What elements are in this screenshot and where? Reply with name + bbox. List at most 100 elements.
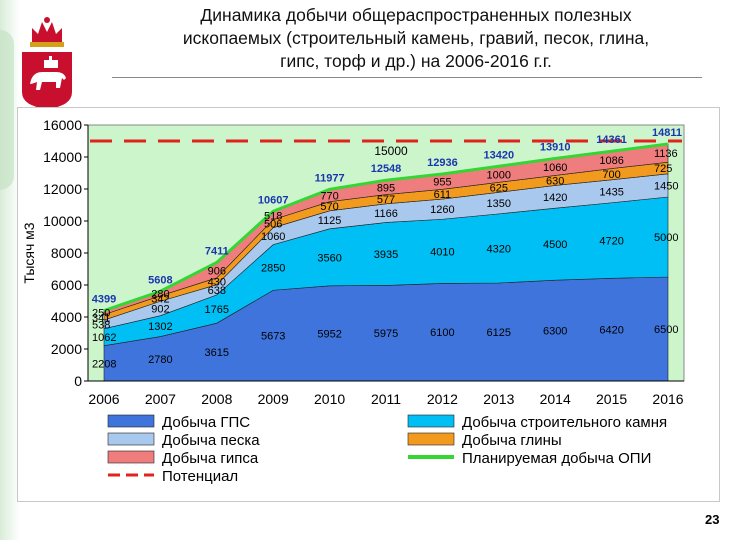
data-label-sand: 1420 [543,192,567,204]
y-tick-label: 2000 [51,341,82,357]
y-tick-label: 0 [74,373,82,389]
data-label-clay: 577 [377,194,395,206]
legend-swatch-gypsum [107,450,155,464]
legend-label-gps: Добыча ГПС [162,414,250,431]
total-label: 13910 [540,141,571,153]
data-label-gypsum: 1086 [599,155,623,167]
stacked-area-chart: 15000 0 2000 4000 6000 8000 10000 12000 14000 160… [21,117,685,485]
data-label-sand: 1450 [654,180,678,192]
y-tick-label: 12000 [43,181,82,197]
x-tick-label: 2016 [652,391,683,407]
slide-title-line: гипс, торф и др.) на 2006-2016 г.г. [280,51,552,71]
x-tick-label: 2008 [201,391,232,407]
data-label-sand: 638 [208,285,226,297]
y-tick-label: 6000 [51,277,82,293]
data-label-stone: 1765 [205,304,229,316]
data-label-gypsum: 250 [92,308,110,320]
data-label-stone: 1302 [148,321,172,333]
data-label-gps: 5952 [317,328,341,340]
data-label-stone: 4500 [543,239,567,251]
data-label-gps: 3615 [205,347,229,359]
legend-label-clay: Добыча глины [462,432,562,449]
total-label: 14811 [652,127,682,139]
data-label-stone: 4010 [430,246,454,258]
legend-label-potential: Потенциал [162,468,238,485]
slide-title-line: Динамика добычи общераспространенных пол… [200,5,632,25]
total-label: 14361 [596,134,627,146]
data-label-clay: 570 [320,201,338,213]
data-label-gps: 2780 [148,354,172,366]
data-label-clay: 341 [92,312,110,324]
x-tick-label: 2012 [427,391,458,407]
total-label: 4399 [92,294,116,306]
data-label-clay: 506 [264,219,282,231]
data-label-gps: 6100 [430,327,454,339]
data-label-clay: 630 [546,175,564,187]
legend-label-planned: Планируемая добыча ОПИ [462,450,651,467]
data-label-clay: 725 [654,163,672,175]
data-label-sand: 1125 [318,215,342,227]
data-label-gypsum: 518 [264,210,282,222]
page-number: 23 [705,512,720,527]
data-label-gps: 6125 [487,327,511,339]
legend-swatch-clay [407,432,455,446]
data-label-gypsum: 1060 [543,162,567,174]
total-label: 7411 [205,245,229,257]
total-label: 12936 [427,157,458,169]
data-label-stone: 4720 [599,236,623,248]
x-tick-label: 2011 [371,391,401,407]
y-tick-label: 16000 [43,117,82,133]
data-label-clay: 625 [490,182,508,194]
total-label: 5608 [148,274,172,286]
data-label-gps: 6500 [654,324,678,336]
slide-title: Динамика добычи общераспространенных пол… [120,4,712,73]
data-label-clay: 700 [602,169,620,181]
potential-label: 15000 [374,144,408,158]
x-tick-label: 2014 [540,391,571,407]
coat-of-arms-emblem [22,17,72,109]
data-label-stone: 3935 [374,249,398,261]
data-label-sand: 1166 [374,208,398,220]
data-label-clay: 611 [434,189,452,201]
legend-label-stone: Добыча строительного камня [462,414,667,431]
data-label-clay: 430 [208,276,226,288]
data-label-sand: 902 [151,303,169,315]
data-label-gps: 5975 [374,328,398,340]
data-label-sand: 1060 [261,231,285,243]
y-axis-title: Тысяч м3 [21,222,37,283]
y-tick-label: 4000 [51,309,82,325]
y-tick-label: 8000 [51,245,82,261]
total-label: 12548 [371,163,402,175]
data-label-gps: 6420 [599,325,623,337]
side-decoration-shape [0,30,14,190]
data-label-gps: 6300 [543,326,567,338]
data-label-clay: 342 [151,294,169,306]
total-label: 11977 [315,172,345,184]
data-label-gypsum: 895 [377,182,395,194]
x-tick-label: 2007 [145,391,176,407]
data-label-gps: 2208 [92,358,116,370]
data-label-gypsum: 955 [433,177,451,189]
total-label: 10607 [258,194,289,206]
total-label: 13420 [484,149,515,161]
data-label-gypsum: 1000 [487,169,511,181]
legend-label-gypsum: Добыча гипса [162,450,259,467]
data-label-stone: 2850 [261,262,285,274]
x-tick-label: 2013 [483,391,514,407]
data-label-gypsum: 280 [151,289,169,301]
legend-label-sand: Добыча песка [162,432,260,449]
data-label-gps: 5673 [261,331,285,343]
data-label-stone: 1062 [92,332,116,344]
data-label-gypsum: 1136 [654,148,678,160]
planned-line [103,142,669,313]
x-tick-label: 2006 [88,391,119,407]
data-label-sand: 1435 [599,186,623,198]
data-label-sand: 1350 [487,198,511,210]
data-label-gypsum: 770 [320,191,338,203]
data-label-gypsum: 906 [208,266,226,278]
slide-title-line: ископаемых (строительный камень, гравий,… [182,28,650,48]
legend-swatch-sand [107,432,155,446]
y-tick-label: 14000 [43,149,82,165]
chart-frame: 15000 0 2000 4000 6000 8000 10000 12000 14000 160… [17,107,720,502]
legend-swatch-gps [107,414,155,428]
